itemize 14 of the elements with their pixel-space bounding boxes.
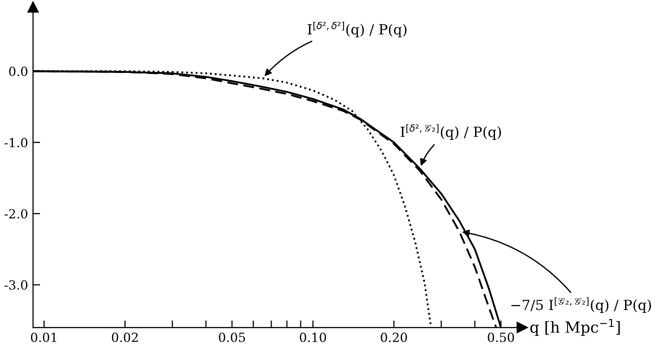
x-tick-label: 0.50 xyxy=(488,332,514,342)
y-tick-label: 0.0 xyxy=(9,66,28,76)
y-tick-label: -2.0 xyxy=(4,209,28,219)
x-tick-label: 0.20 xyxy=(380,332,407,342)
x-tick-label: 0.01 xyxy=(30,332,56,342)
y-tick-label: -1.0 xyxy=(4,138,28,148)
x-tick-label: 0.10 xyxy=(300,332,326,342)
series-label: −7/5 I$^{[𝒢₂,𝒢₂]}$(q) / P(q) xyxy=(511,297,651,313)
x-tick-label: 0.05 xyxy=(218,332,245,342)
y-tick-label: -3.0 xyxy=(4,280,28,290)
x-axis-title: q [h Mpc$^{−1}$] xyxy=(530,319,620,336)
x-tick-label: 0.02 xyxy=(112,332,138,342)
series-label: I$^{[δ²,𝒢₂]}$(q) / P(q) xyxy=(400,124,501,140)
text: I$^{[δ²,δ²]}$(q) / P(q) xyxy=(308,22,406,38)
